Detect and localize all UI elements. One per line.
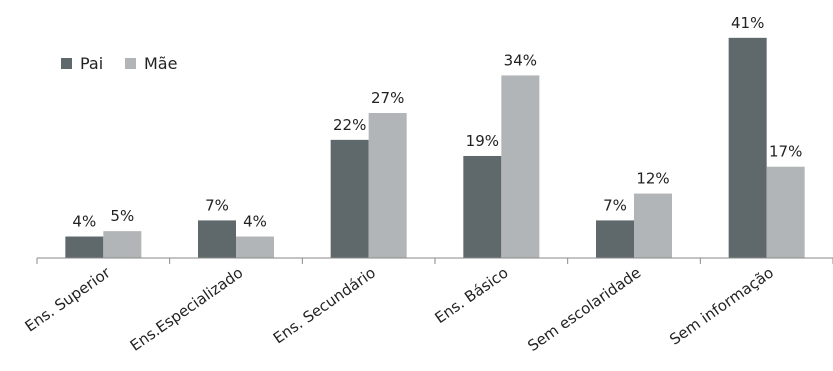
category-labels-group: Ens. Superior Ens.Especializado Ens. Secun… [22,263,777,355]
bar-mae-sem-informacao [766,166,805,258]
bar-pai-ens-basico [463,155,502,258]
category-label-sem-informacao: Sem informação [666,264,777,349]
bar-pai-ens-especializado [198,220,236,258]
bar-mae-ens-especializado [236,236,274,258]
legend-swatch-pai [61,58,72,69]
data-label-pai-ens-especializado: 7% [205,196,229,214]
x-axis-ticks [36,258,833,264]
data-label-pai-ens-secundario: 22% [333,116,366,134]
category-label-ens-secundario: Ens. Secundário [270,264,379,348]
bar-pai-sem-escolaridade [596,220,634,258]
data-label-pai-sem-escolaridade: 7% [603,196,627,214]
bar-mae-sem-escolaridade [634,193,672,258]
legend-label-mae: Mãe [144,54,177,73]
data-label-pai-ens-superior: 4% [72,213,96,231]
data-label-mae-ens-basico: 34% [504,51,537,69]
data-label-pai-sem-informacao: 41% [731,14,764,32]
bar-pai-ens-secundario [330,139,369,258]
bar-pai-sem-informacao [728,37,767,258]
category-label-ens-superior: Ens. Superior [22,263,115,335]
data-labels-group: 4% 5% 7% 4% 22% 27% 19% 34% 7% 12% 41% 17% [72,14,802,231]
category-label-sem-escolaridade: Sem escolaridade [524,264,644,355]
category-label-ens-especializado: Ens.Especializado [127,264,247,355]
chart-legend: Pai Mãe [61,54,177,73]
bar-mae-ens-superior [103,231,142,258]
bar-pai-ens-superior [65,236,104,258]
bar-mae-ens-secundario [368,113,407,258]
legend-swatch-mae [125,58,136,69]
data-label-mae-ens-secundario: 27% [371,89,404,107]
data-label-mae-sem-escolaridade: 12% [636,170,669,188]
category-label-ens-basico: Ens. Básico [431,264,511,328]
data-label-mae-sem-informacao: 17% [769,143,802,161]
data-label-mae-ens-especializado: 4% [243,213,267,231]
bars-group [65,37,805,258]
bar-mae-ens-basico [501,75,540,258]
data-label-mae-ens-superior: 5% [110,207,134,225]
data-label-pai-ens-basico: 19% [466,132,499,150]
legend-label-pai: Pai [80,54,103,73]
